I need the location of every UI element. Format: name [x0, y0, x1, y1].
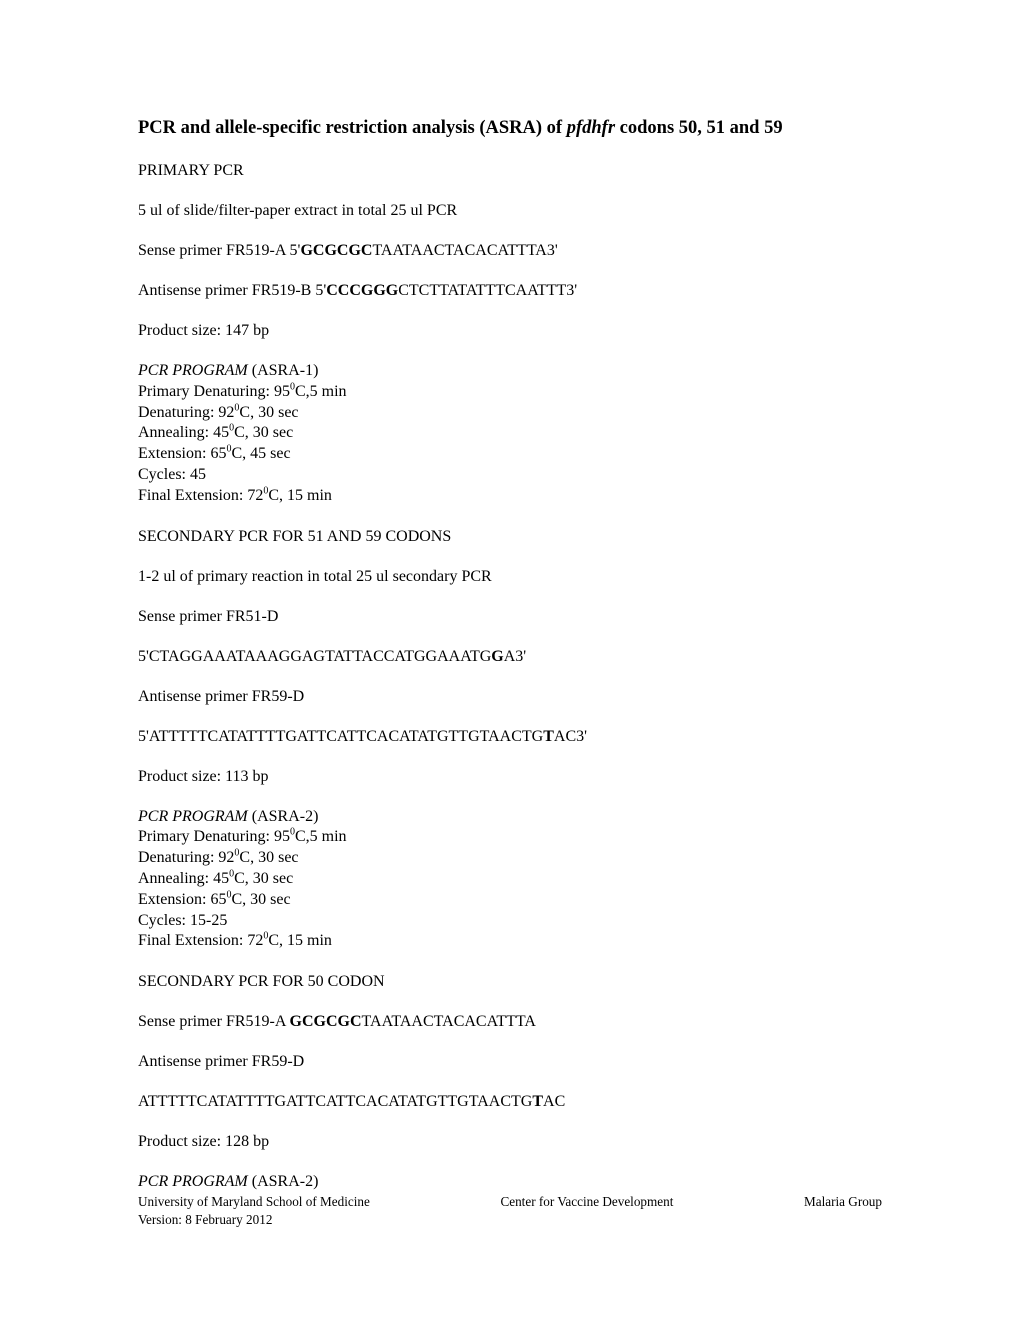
antisense-bold: CCCGGG	[326, 282, 398, 299]
secondary-50-antisense-label: Antisense primer FR59-D	[138, 1052, 882, 1072]
primary-antisense-primer: Antisense primer FR519-B 5'CCCGGGCTCTTAT…	[138, 281, 882, 301]
secondary-5159-pcr-program: PCR PROGRAM (ASRA-2) Primary Denaturing:…	[138, 807, 882, 953]
antisense-prefix: Antisense primer FR519-B 5'	[138, 282, 326, 299]
footer-left: University of Maryland School of Medicin…	[138, 1194, 370, 1210]
secondary-5159-product-size: Product size: 113 bp	[138, 767, 882, 787]
secondary-5159-heading: SECONDARY PCR FOR 51 AND 59 CODONS	[138, 527, 882, 547]
primary-sense-primer: Sense primer FR519-A 5'GCGCGCTAATAACTACA…	[138, 241, 882, 261]
sense-suffix: TAATAACTACACATTTA3'	[372, 242, 557, 259]
secondary-5159-sense-seq: 5'CTAGGAAATAAAGGAGTATTACCATGGAAATGGA3'	[138, 647, 882, 667]
title-italic: pfdhfr	[567, 118, 615, 138]
secondary-50-heading: SECONDARY PCR FOR 50 CODON	[138, 972, 882, 992]
page-content: PCR and allele-specific restriction anal…	[0, 0, 1020, 1192]
antisense-suffix: CTCTTATATTTCAATTT3'	[398, 282, 577, 299]
footer-left-block: University of Maryland School of Medicin…	[138, 1194, 370, 1228]
primary-pcr-program: PCR PROGRAM (ASRA-1) Primary Denaturing:…	[138, 361, 882, 507]
footer-right: Malaria Group	[804, 1194, 882, 1228]
secondary-50-product-size: Product size: 128 bp	[138, 1132, 882, 1152]
program-label: PCR PROGRAM	[138, 362, 248, 379]
sense-prefix: Sense primer FR519-A 5'	[138, 242, 300, 259]
program-name: (ASRA-1)	[248, 362, 319, 379]
secondary-5159-sense-label: Sense primer FR51-D	[138, 607, 882, 627]
program-name: (ASRA-2)	[248, 808, 319, 825]
title-suffix: codons 50, 51 and 59	[615, 118, 783, 138]
secondary-50-sense-primer: Sense primer FR519-A GCGCGCTAATAACTACACA…	[138, 1012, 882, 1032]
secondary-50-antisense-seq: ATTTTTCATATTTTGATTCATTCACATATGTTGTAACTGT…	[138, 1092, 882, 1112]
secondary-5159-antisense-label: Antisense primer FR59-D	[138, 687, 882, 707]
title-prefix: PCR and allele-specific restriction anal…	[138, 118, 567, 138]
program-label: PCR PROGRAM	[138, 808, 248, 825]
footer-center: Center for Vaccine Development	[500, 1194, 673, 1228]
primary-extract: 5 ul of slide/filter-paper extract in to…	[138, 201, 882, 221]
primary-heading: PRIMARY PCR	[138, 161, 882, 181]
page-footer: University of Maryland School of Medicin…	[138, 1194, 882, 1228]
document-title: PCR and allele-specific restriction anal…	[138, 118, 882, 139]
secondary-50-program: PCR PROGRAM (ASRA-2)	[138, 1172, 882, 1192]
sense-bold: GCGCGC	[300, 242, 372, 259]
secondary-5159-antisense-seq: 5'ATTTTTCATATTTTGATTCATTCACATATGTTGTAACT…	[138, 727, 882, 747]
secondary-5159-extract: 1-2 ul of primary reaction in total 25 u…	[138, 567, 882, 587]
primary-product-size: Product size: 147 bp	[138, 321, 882, 341]
footer-version: Version: 8 February 2012	[138, 1212, 370, 1228]
